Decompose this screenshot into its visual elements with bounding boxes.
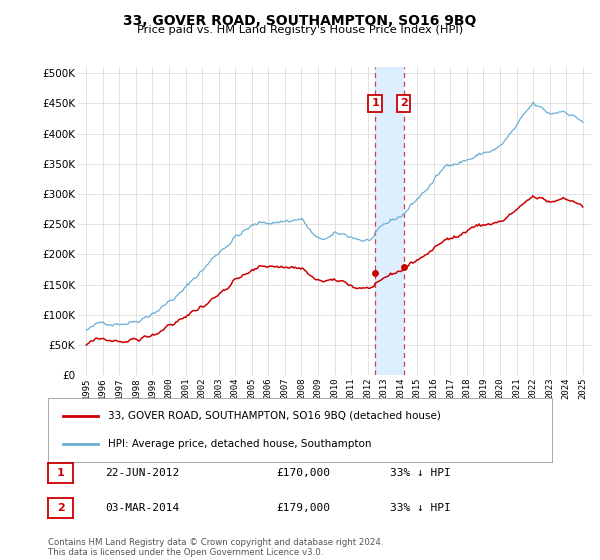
Bar — [376, 67, 404, 375]
Text: 03-MAR-2014: 03-MAR-2014 — [105, 503, 179, 513]
Text: 2: 2 — [400, 99, 407, 109]
Text: HPI: Average price, detached house, Southampton: HPI: Average price, detached house, Sout… — [109, 439, 372, 449]
Text: Contains HM Land Registry data © Crown copyright and database right 2024.
This d: Contains HM Land Registry data © Crown c… — [48, 538, 383, 557]
Text: 33, GOVER ROAD, SOUTHAMPTON, SO16 9BQ: 33, GOVER ROAD, SOUTHAMPTON, SO16 9BQ — [124, 14, 476, 28]
Text: 33, GOVER ROAD, SOUTHAMPTON, SO16 9BQ (detached house): 33, GOVER ROAD, SOUTHAMPTON, SO16 9BQ (d… — [109, 410, 442, 421]
Text: 33% ↓ HPI: 33% ↓ HPI — [390, 468, 451, 478]
Text: 1: 1 — [371, 99, 379, 109]
Text: £170,000: £170,000 — [276, 468, 330, 478]
Text: 1: 1 — [57, 468, 64, 478]
Text: Price paid vs. HM Land Registry's House Price Index (HPI): Price paid vs. HM Land Registry's House … — [137, 25, 463, 35]
Text: £179,000: £179,000 — [276, 503, 330, 513]
Text: 33% ↓ HPI: 33% ↓ HPI — [390, 503, 451, 513]
Text: 2: 2 — [57, 503, 64, 513]
Text: 22-JUN-2012: 22-JUN-2012 — [105, 468, 179, 478]
